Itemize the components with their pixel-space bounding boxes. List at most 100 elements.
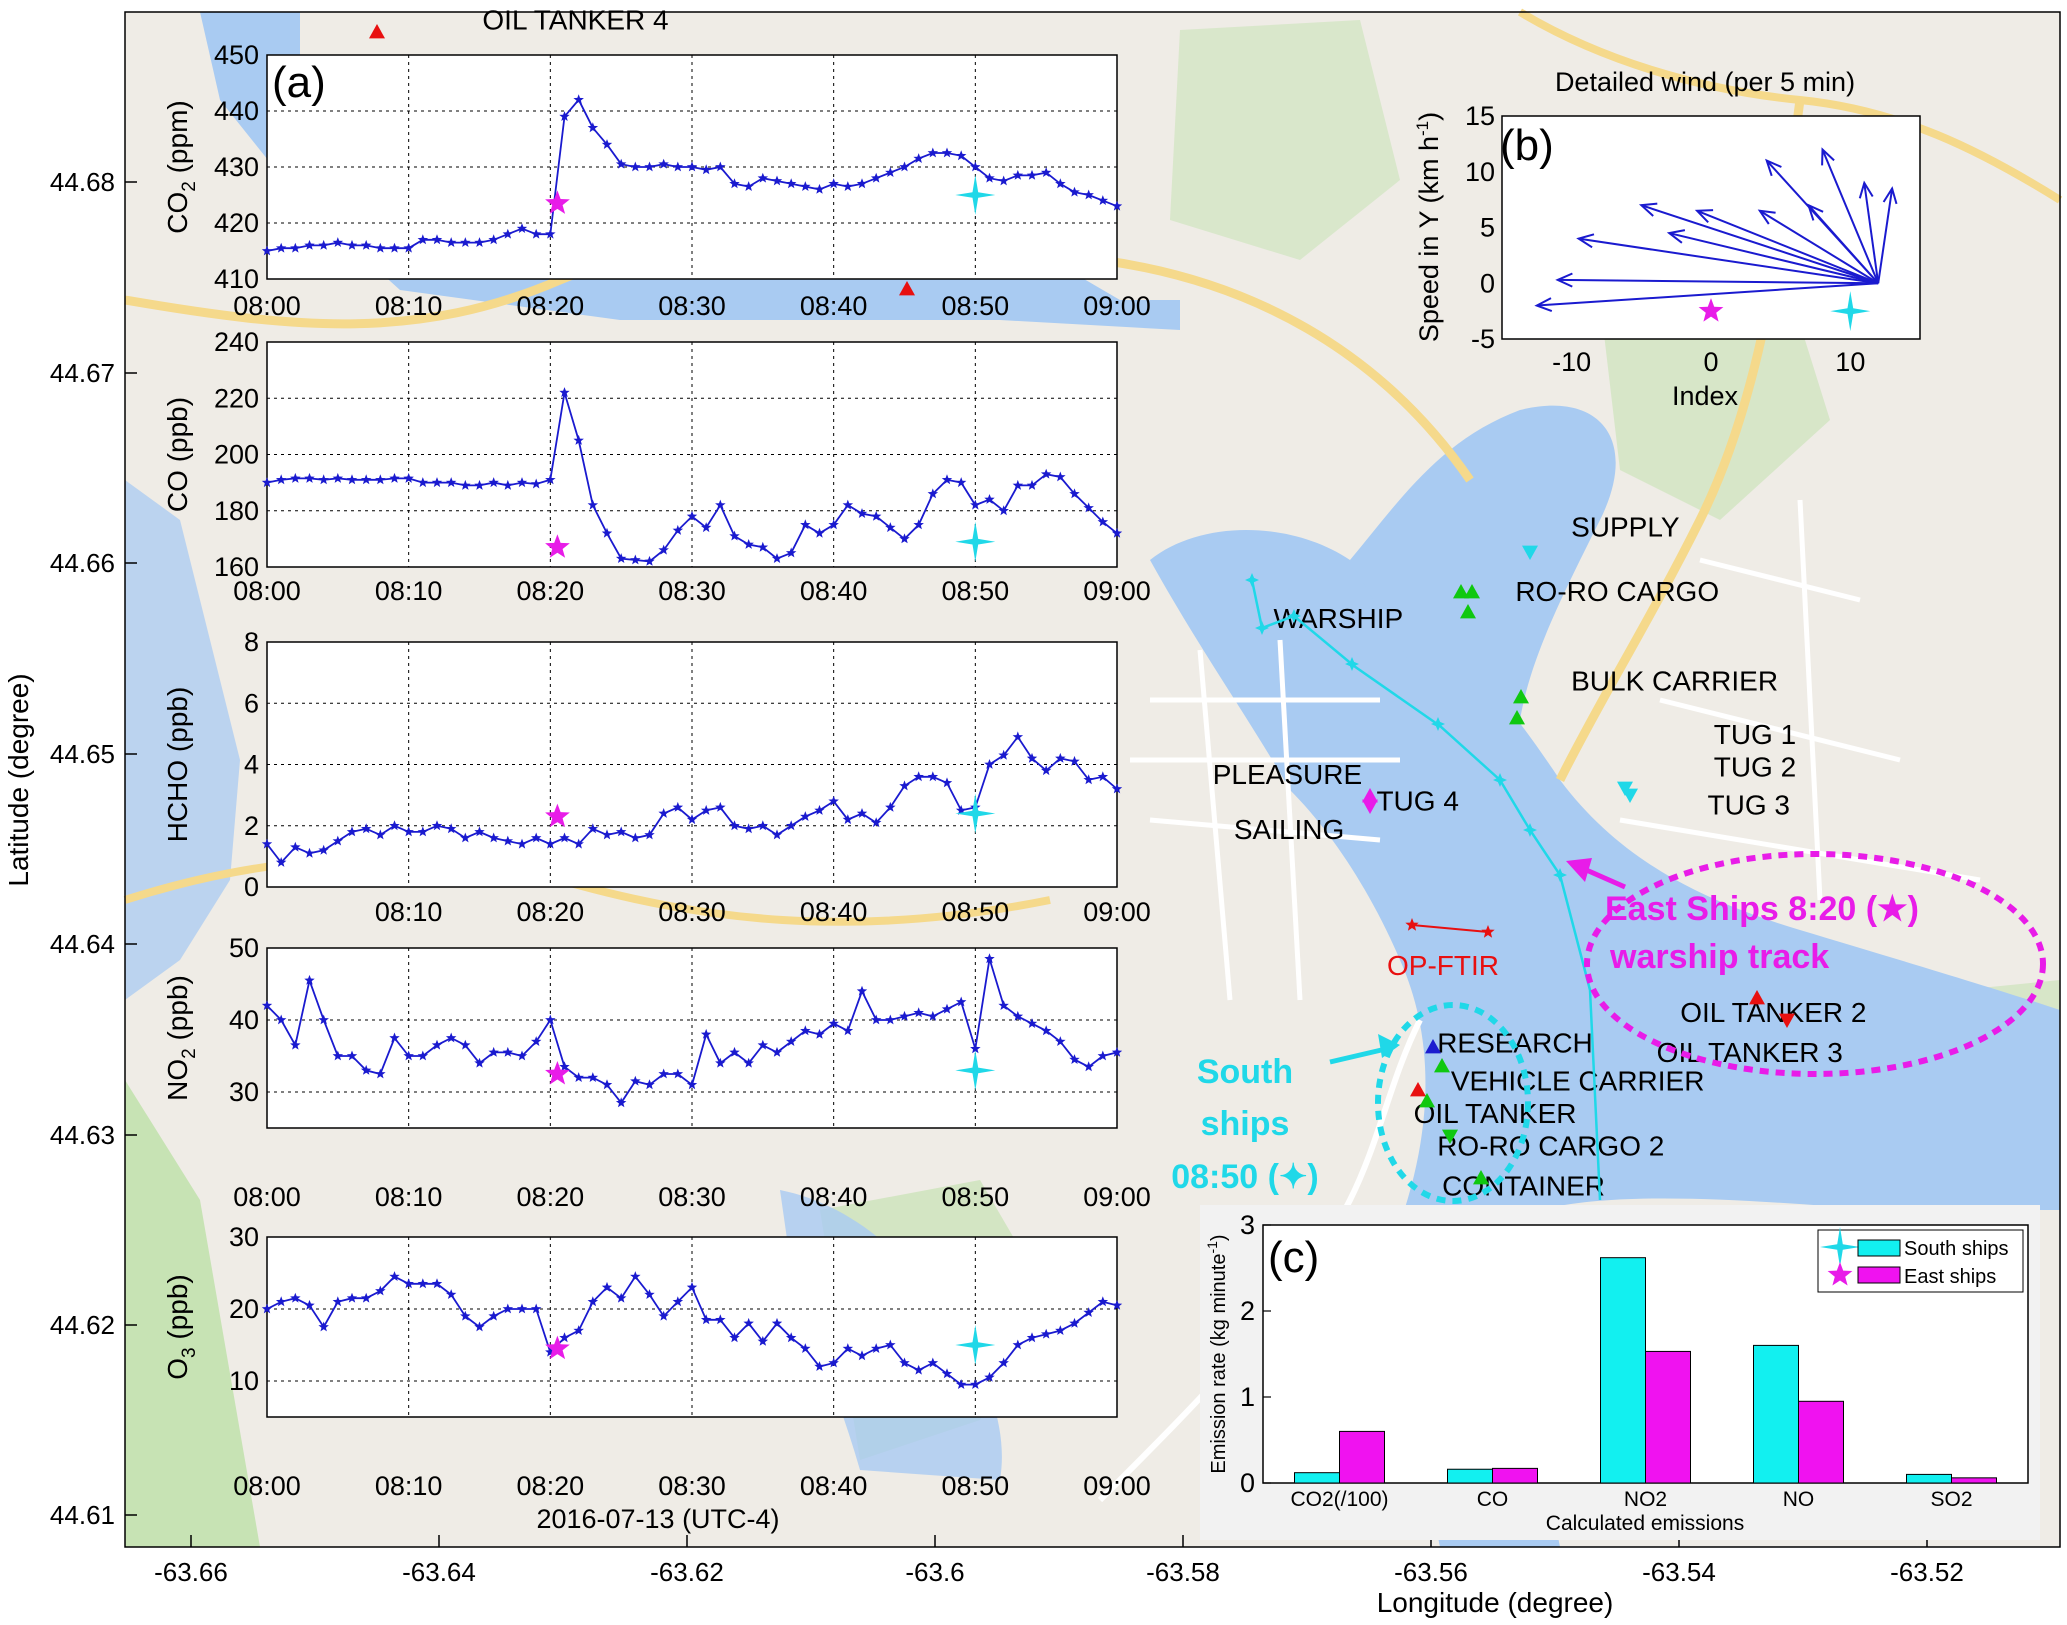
data-point [842,1343,854,1353]
map-label-oil-tanker: OIL TANKER [1414,1098,1577,1129]
data-point [474,1057,485,1068]
data-point [885,801,896,812]
data-point [403,826,414,837]
data-point [1083,189,1094,200]
data-point [332,472,344,483]
warship-track [1250,579,1602,1201]
x-tick-label: 08:10 [375,576,443,606]
y-tick-label: 10 [229,1366,259,1396]
wind-vector-head [1821,147,1835,166]
data-point [686,161,698,172]
data-point [545,228,556,239]
south-ships-arrow-shaft [1329,1045,1391,1065]
data-point [984,953,995,964]
data-point [502,835,514,846]
timeseries-panel-3: 08:10 08:20 08:30 08:40 08:50 09:00 0 2 4 6 8 HCHO … [162,627,1151,927]
map-label-pleasure: PLEASURE [1213,759,1362,790]
data-point [658,158,669,169]
data-point [814,183,825,194]
data-point [502,479,514,490]
ship-marker [1779,1013,1795,1028]
data-point [1097,195,1109,205]
data-point [417,477,429,488]
quiver-y-label-base: Speed in Y (km h [1414,136,1444,342]
bar-east-ships [1951,1477,1997,1484]
x-axis-label: 2016-07-13 (UTC-4) [536,1504,779,1534]
data-point [785,1332,797,1343]
data-point [573,94,584,105]
wind-vector [1863,182,1880,284]
data-point [431,234,443,245]
data-point [828,1018,839,1028]
ship-marker [1749,990,1765,1005]
data-point [856,985,868,996]
x-tick-label: 08:30 [658,576,726,606]
data-point [856,1350,868,1361]
data-point [332,1296,344,1307]
quiver-x-tick-label: -10 [1552,347,1591,377]
data-point [559,111,570,121]
data-point [941,474,953,485]
data-point [828,795,839,806]
data-point [927,488,939,499]
data-point [417,1278,429,1289]
x-tick-label: 08:30 [658,1471,726,1501]
data-point [445,823,457,834]
data-point [729,820,740,831]
data-point [587,499,599,510]
wind-vector-head [1666,229,1686,244]
data-point [261,477,273,488]
lat-tick-label: 44.61 [50,1500,115,1530]
lat-tick-label: 44.67 [50,358,115,388]
x-tick-label: 09:00 [1083,1182,1151,1212]
x-tick-label: 08:10 [375,1182,443,1212]
quiver-y-tick-label: 5 [1480,213,1495,243]
magenta-star-marker [545,803,570,828]
bar-y-tick-label: 1 [1240,1382,1255,1412]
data-point [389,820,400,831]
data-point [346,1292,358,1303]
y-axis-label: CO2 (ppm) [162,100,200,233]
data-point [913,153,924,163]
data-point [474,479,485,490]
wind-vector-head [1638,202,1658,217]
y-tick-label: 30 [229,1077,259,1107]
data-point [332,835,344,846]
data-point [346,239,358,250]
data-point [275,242,287,253]
data-point [970,161,981,172]
data-point [474,237,485,247]
east-ships-annotation-line1: East Ships 8:20 (★) [1605,890,1919,928]
data-point [587,122,599,133]
data-point [672,1296,684,1307]
ship-marker [1425,1039,1441,1054]
data-point [1040,765,1052,776]
x-tick-label: 08:30 [658,897,726,927]
bar-y-label-close: ) [1208,1234,1230,1241]
data-point [800,1343,811,1353]
map-label-tug-2: TUG 2 [1714,751,1796,782]
data-point [290,841,301,852]
data-point [885,1014,896,1025]
data-point [700,164,712,175]
y-tick-label: 410 [214,264,259,294]
data-point [743,1057,754,1068]
panel-letter-c: (c) [1268,1233,1319,1282]
y-tick-label: 6 [244,688,259,718]
data-point [615,1097,627,1108]
x-tick-label: 08:10 [375,897,443,927]
ship-marker [1453,584,1469,599]
map-highway-northeast [1517,8,2063,204]
map-frame [124,11,2061,1548]
data-point [502,1303,514,1314]
data-point [375,829,386,840]
data-point [984,172,995,183]
wind-vector [1821,149,1880,284]
data-point [927,1010,939,1021]
data-point [573,1072,584,1082]
wind-vector-head [1757,209,1776,225]
data-point [785,547,797,558]
data-point [814,804,825,815]
lon-tick-label: -63.52 [1890,1557,1964,1587]
lon-tick-label: -63.66 [154,1557,228,1587]
